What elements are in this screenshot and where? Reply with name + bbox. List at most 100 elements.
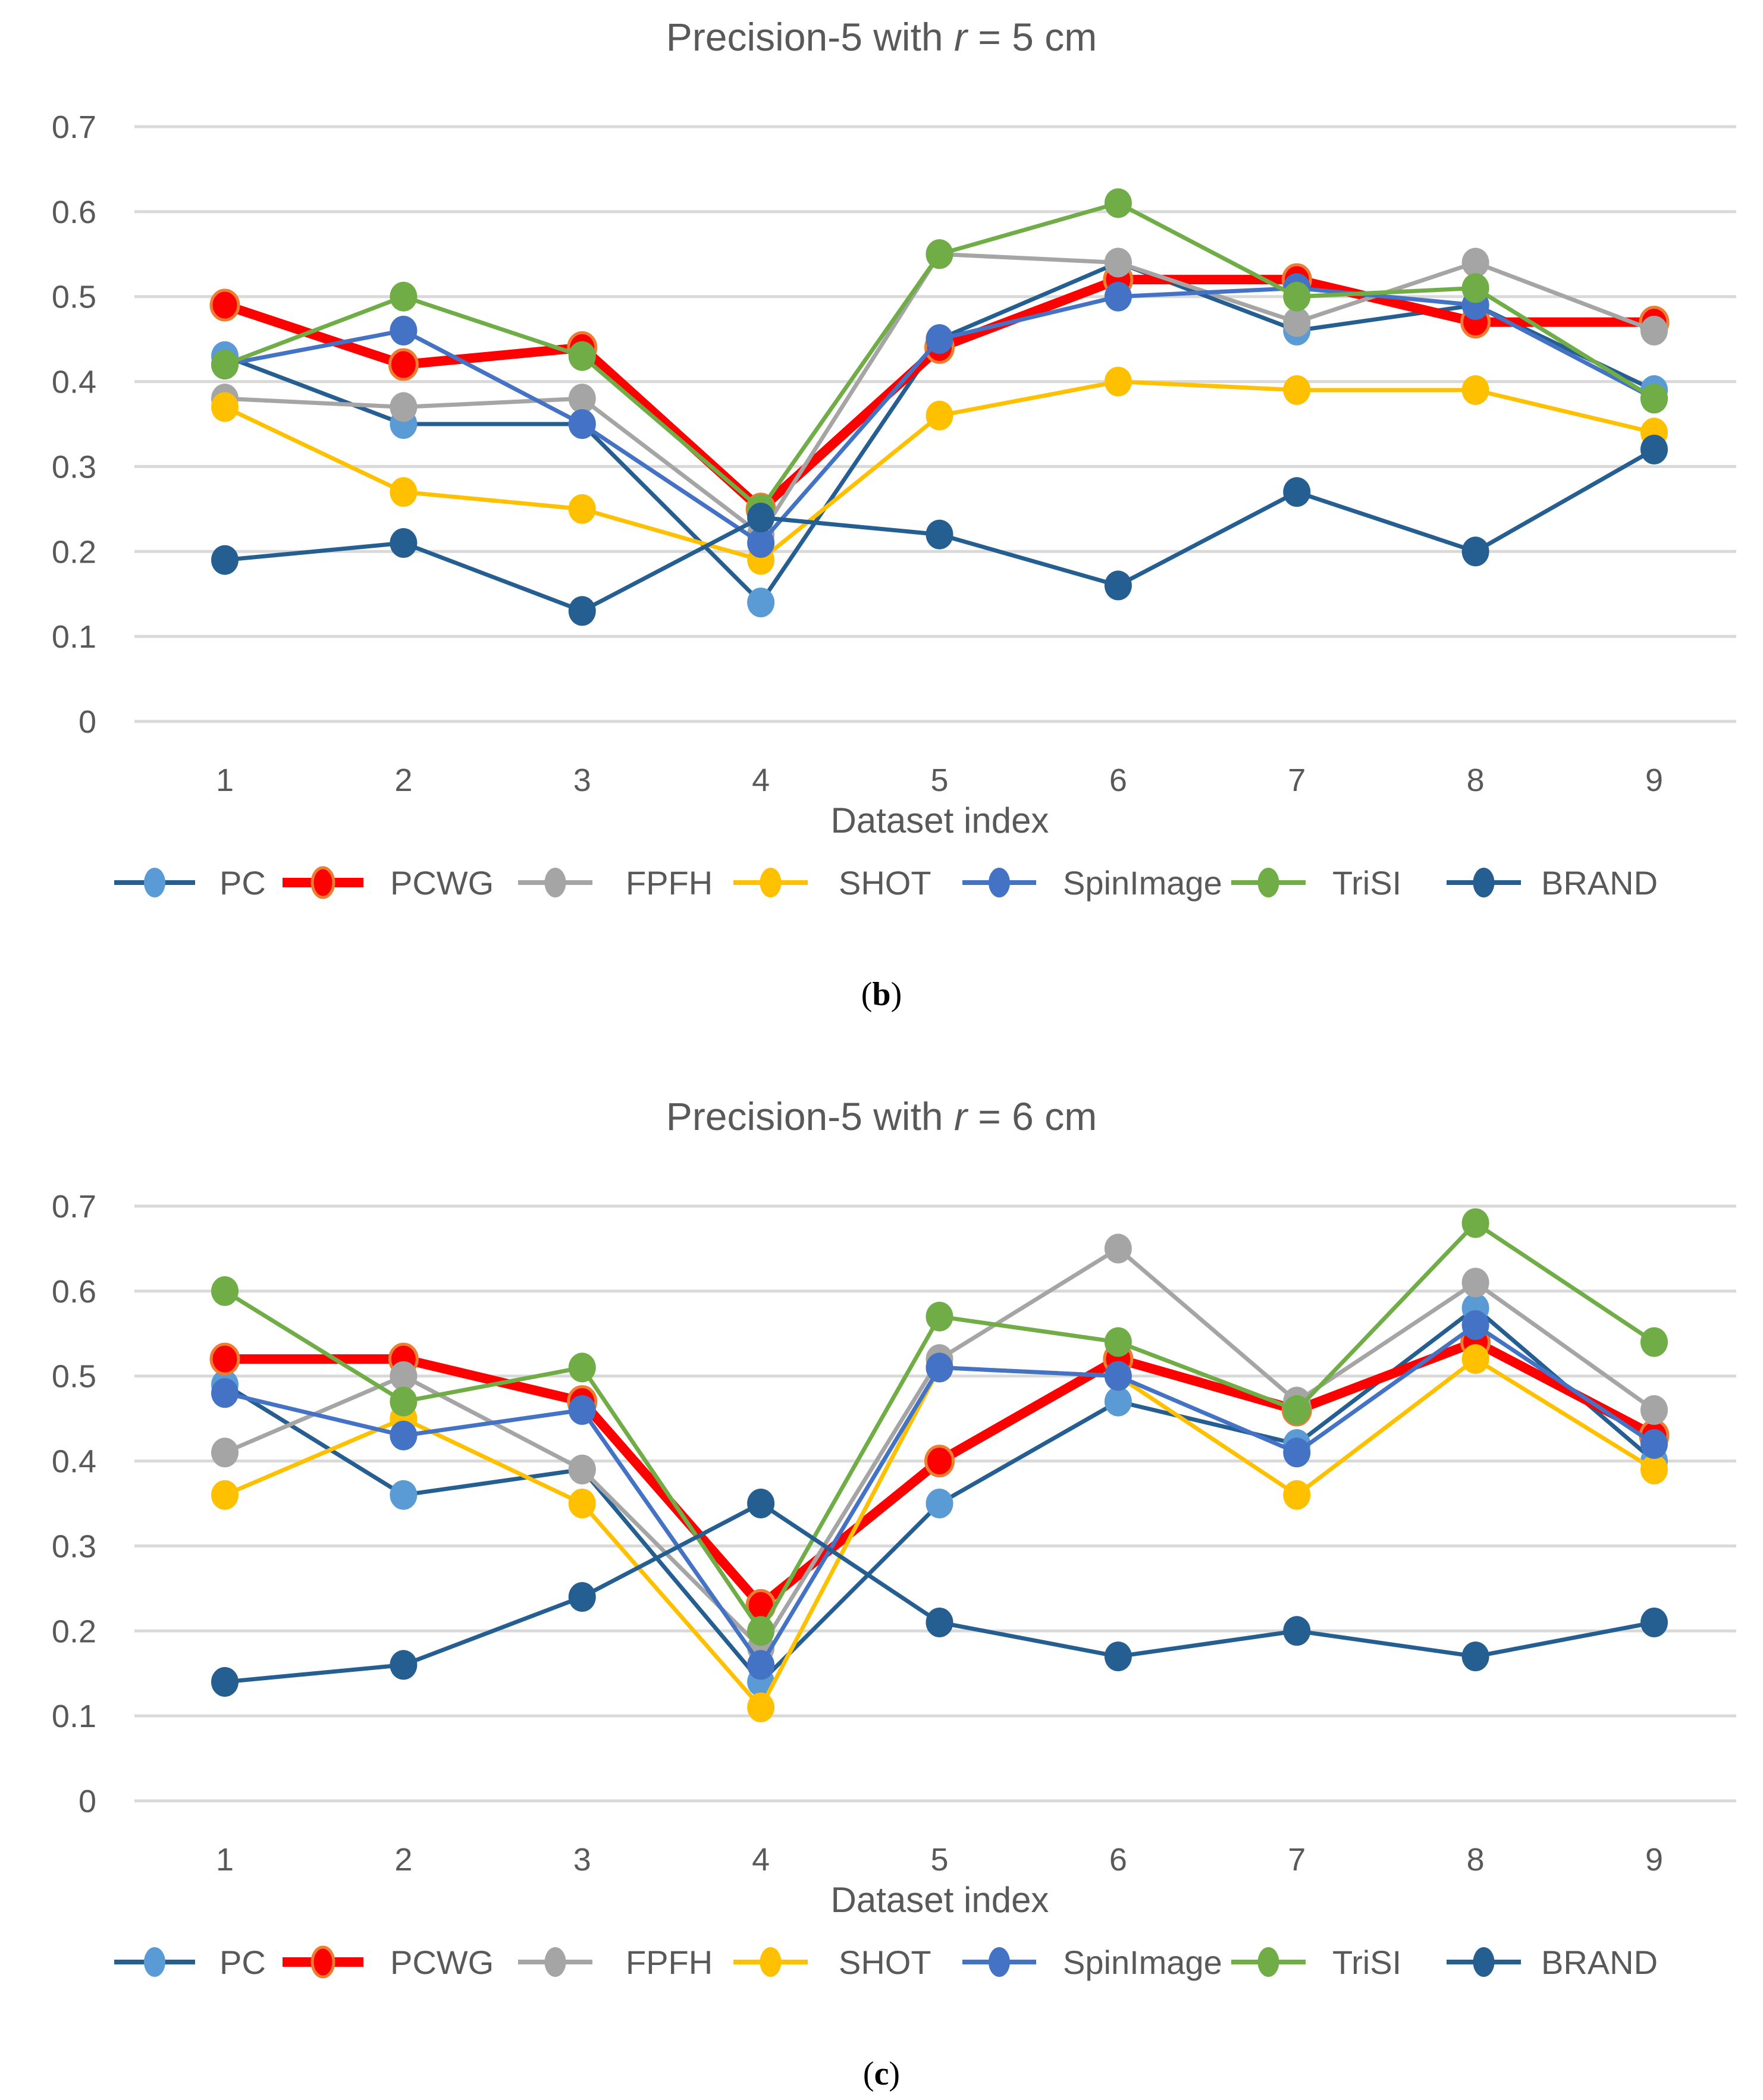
legend-item-pcwg: PCWG	[283, 1944, 494, 1981]
data-point	[1461, 273, 1489, 303]
data-point	[1461, 247, 1489, 278]
data-point	[926, 519, 953, 550]
x-tick-label: 8	[1467, 762, 1485, 798]
data-point	[1104, 570, 1132, 601]
legend: PC PCWG FPFH SHOT SpinImage TriSI BRAND	[114, 1944, 1658, 1981]
x-tick-label: 5	[930, 1842, 948, 1878]
data-point	[926, 1489, 953, 1518]
data-point	[1283, 477, 1311, 507]
data-point	[1104, 1361, 1132, 1391]
data-point	[1283, 375, 1311, 405]
data-point	[926, 239, 953, 269]
legend-marker	[1473, 868, 1495, 897]
data-point	[1283, 281, 1311, 312]
data-point	[1104, 366, 1132, 397]
y-tick-label: 0.3	[52, 1528, 96, 1564]
x-tick-label: 4	[752, 1842, 770, 1878]
series-brand	[211, 1489, 1668, 1697]
data-point	[390, 528, 418, 558]
x-tick-label: 9	[1645, 762, 1663, 798]
data-point	[926, 324, 953, 354]
series-trisi	[211, 1208, 1668, 1646]
data-point	[390, 1480, 418, 1510]
data-point	[1461, 536, 1489, 567]
legend-marker	[989, 1947, 1010, 1977]
data-point	[747, 1650, 775, 1680]
legend-label: FPFH	[626, 1944, 713, 1981]
data-point	[924, 1445, 955, 1478]
data-point	[1104, 1233, 1132, 1264]
x-tick-label: 8	[1467, 1842, 1485, 1878]
data-point	[390, 315, 418, 346]
x-axis-title: Dataset index	[831, 801, 1049, 840]
chart-title: Precision-5 with r = 6 cm	[666, 1094, 1097, 1138]
data-point	[211, 350, 239, 379]
chart-c: Precision-5 with r = 6 cm 0 0.1 0.2 0.3 0.4 0.…	[52, 1094, 1736, 2092]
data-point	[1283, 307, 1311, 337]
legend-item-pc: PC	[114, 864, 266, 902]
legend-label: SpinImage	[1063, 864, 1222, 902]
subfigure-caption: (b)	[861, 976, 902, 1013]
data-point	[1461, 1310, 1489, 1340]
data-point	[926, 1352, 953, 1383]
data-point	[926, 400, 953, 431]
legend-marker	[1257, 868, 1279, 897]
legend-label: PC	[219, 1944, 266, 1981]
data-point	[1640, 315, 1668, 346]
data-point	[211, 1437, 239, 1468]
title-variable: r	[954, 1094, 969, 1138]
data-point	[1104, 247, 1132, 278]
data-point	[1283, 1480, 1311, 1510]
legend-item-brand: BRAND	[1447, 1944, 1658, 1981]
data-point	[1640, 1429, 1668, 1459]
legend-label: FPFH	[626, 864, 713, 902]
legend-label: BRAND	[1541, 1944, 1658, 1981]
caption-letter: c	[874, 2055, 889, 2092]
data-point	[390, 392, 418, 422]
data-point	[1283, 1616, 1311, 1646]
data-point	[926, 1301, 953, 1332]
x-tick-label: 3	[573, 762, 591, 798]
legend-item-spinimage: SpinImage	[962, 864, 1222, 902]
legend-item-pc: PC	[114, 1944, 266, 1981]
data-point	[1640, 434, 1668, 464]
series-brand	[211, 434, 1668, 626]
legend-marker	[760, 1947, 782, 1977]
data-point	[747, 1616, 775, 1646]
legend-label: SpinImage	[1063, 1944, 1222, 1981]
data-point	[1104, 1386, 1132, 1417]
data-point	[747, 1692, 775, 1722]
legend-marker	[989, 868, 1010, 897]
series-shot	[211, 1344, 1668, 1722]
data-point	[390, 1650, 418, 1680]
chart-b: Precision-5 with r = 5 cm 0 0.1 0.2 0.3 0.4 0.…	[52, 15, 1736, 1013]
data-point	[390, 1420, 418, 1451]
y-tick-label: 0	[79, 704, 96, 740]
legend-marker	[310, 866, 335, 899]
legend-label: TriSI	[1332, 1944, 1401, 1981]
series-line	[224, 1357, 1655, 1710]
series-spinimage	[211, 1310, 1668, 1680]
data-point	[211, 1480, 239, 1510]
series-line	[223, 275, 1654, 514]
caption-letter: b	[872, 976, 890, 1013]
title-variable: r	[954, 15, 969, 59]
legend-label: TriSI	[1332, 864, 1401, 902]
data-point	[1640, 1454, 1668, 1484]
data-point	[390, 281, 418, 312]
legend-label: SHOT	[839, 1944, 931, 1981]
x-tick-label: 6	[1109, 762, 1127, 798]
data-point	[1283, 1395, 1311, 1425]
y-tick-label: 0.2	[52, 534, 96, 570]
legend-item-pcwg: PCWG	[283, 864, 494, 902]
data-point	[1640, 1327, 1668, 1357]
legend-marker	[310, 1945, 335, 1979]
legend-item-brand: BRAND	[1447, 864, 1658, 902]
legend-label: PC	[219, 864, 266, 902]
y-tick-label: 0.2	[52, 1614, 96, 1649]
data-point	[1640, 1608, 1668, 1637]
x-tick-label: 1	[216, 762, 234, 798]
legend-marker	[1473, 1947, 1495, 1977]
data-point	[211, 1667, 239, 1697]
